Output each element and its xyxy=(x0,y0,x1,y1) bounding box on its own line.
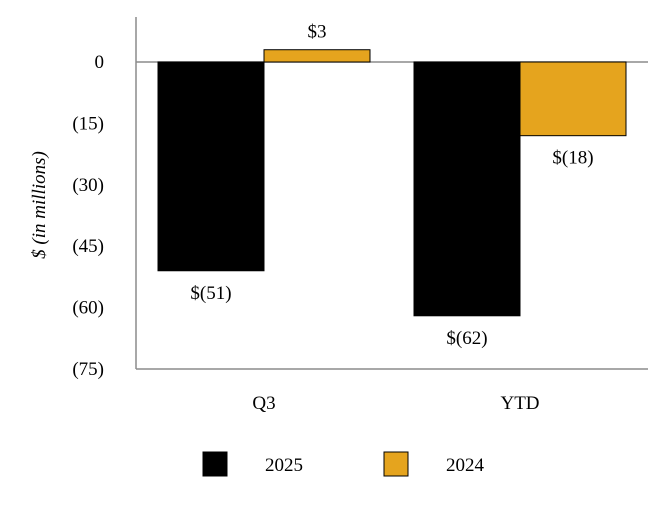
bar-2024-ytd xyxy=(519,61,627,137)
y-axis-label: $ (in millions) xyxy=(29,151,50,259)
y-tick-label: (30) xyxy=(72,175,104,196)
data-label-2025-ytd: $(62) xyxy=(446,328,487,349)
data-label-2024-ytd: $(18) xyxy=(552,148,593,169)
bar-2024-q3 xyxy=(263,49,371,63)
chart-labels: 0 (15) (30) (45) (60) (75) $(51) $3 Q3 $(62) $(18)… xyxy=(72,22,593,414)
chart-bars xyxy=(157,49,627,317)
data-label-2024-q3: $3 xyxy=(308,22,327,43)
y-tick-label: (75) xyxy=(72,359,104,380)
y-tick-label: (45) xyxy=(72,236,104,257)
legend-label-2025: 2025 xyxy=(265,455,303,476)
data-label-2025-q3: $(51) xyxy=(190,283,231,304)
chart-legend: 2025 2024 xyxy=(202,451,485,477)
bar-2025-ytd xyxy=(413,61,521,317)
y-tick-label: 0 xyxy=(95,52,105,73)
bar-2025-q3 xyxy=(157,61,265,272)
legend-label-2024: 2024 xyxy=(446,455,485,476)
legend-swatch-2025 xyxy=(202,451,228,477)
x-tick-label-q3: Q3 xyxy=(252,393,275,414)
x-tick-label-ytd: YTD xyxy=(500,393,539,414)
legend-swatch-2024 xyxy=(383,451,409,477)
y-tick-label: (15) xyxy=(72,113,104,134)
y-tick-label: (60) xyxy=(72,298,104,319)
